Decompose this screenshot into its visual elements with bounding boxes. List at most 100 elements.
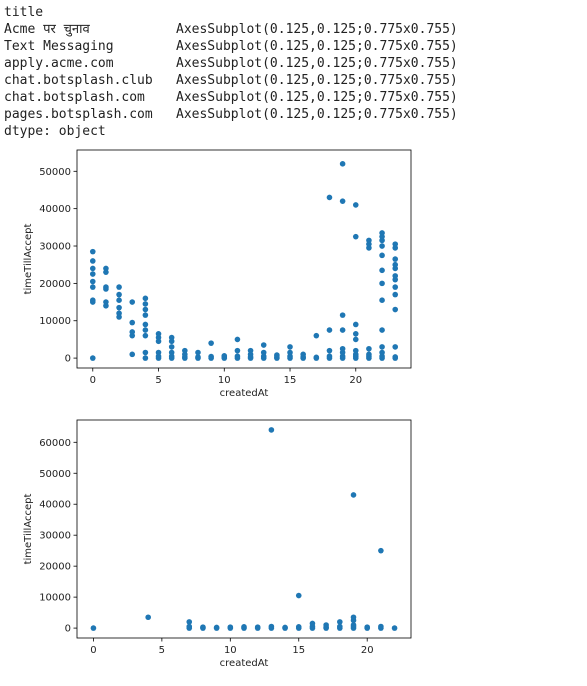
series-row-key: apply.acme.com bbox=[4, 56, 114, 71]
data-point bbox=[379, 243, 385, 249]
data-point bbox=[89, 284, 96, 290]
data-point bbox=[142, 327, 149, 333]
data-point bbox=[379, 344, 385, 350]
data-point bbox=[89, 297, 96, 303]
data-point bbox=[378, 547, 384, 554]
y-tick-label: 50000 bbox=[39, 469, 71, 480]
data-point bbox=[89, 271, 96, 277]
x-tick-label: 15 bbox=[292, 645, 305, 656]
data-point bbox=[90, 625, 97, 631]
data-point bbox=[309, 620, 316, 627]
data-point bbox=[168, 334, 175, 341]
data-point bbox=[287, 349, 293, 356]
data-point bbox=[337, 623, 343, 630]
data-point bbox=[339, 345, 346, 352]
data-point bbox=[366, 345, 372, 352]
data-point bbox=[182, 347, 188, 354]
data-point bbox=[392, 273, 399, 279]
data-point bbox=[352, 202, 359, 208]
data-point bbox=[129, 329, 136, 335]
data-point bbox=[339, 312, 346, 318]
data-point bbox=[326, 347, 333, 354]
data-point bbox=[392, 344, 399, 350]
series-row-value: AxesSubplot(0.125,0.125;0.775x0.755) bbox=[176, 56, 458, 71]
series-row-key: Text Messaging bbox=[4, 39, 114, 54]
dtype-line: dtype: object bbox=[4, 124, 106, 139]
data-point bbox=[268, 427, 275, 433]
data-point bbox=[260, 349, 267, 356]
series-row-key: chat.botsplash.club bbox=[4, 73, 153, 88]
data-point bbox=[116, 291, 122, 298]
data-point bbox=[89, 278, 96, 285]
series-row-key: pages.botsplash.com bbox=[4, 107, 153, 122]
series-row-key: chat.botsplash.com bbox=[4, 90, 145, 105]
data-point bbox=[366, 237, 372, 244]
data-point bbox=[142, 349, 149, 356]
data-point bbox=[337, 619, 343, 625]
data-point bbox=[379, 252, 385, 259]
data-point bbox=[254, 624, 261, 630]
data-point bbox=[186, 619, 193, 625]
scatter-chart-2: 0 5 10 15 20 0 10000 20000 30000 40000 50000 60000 c… bbox=[23, 419, 412, 669]
data-point bbox=[116, 284, 122, 290]
data-point bbox=[379, 327, 385, 333]
cell-output-text: title Acme पर चुनाव AxesSubplot(0.125,0.12… bbox=[4, 4, 458, 140]
data-point bbox=[352, 233, 359, 240]
data-point bbox=[350, 622, 357, 628]
data-point bbox=[352, 331, 359, 337]
data-point bbox=[89, 248, 96, 255]
series-row: pages.botsplash.com AxesSubplot(0.125,0.1… bbox=[4, 106, 458, 123]
data-point bbox=[221, 353, 228, 359]
data-point bbox=[142, 321, 149, 328]
data-point bbox=[391, 625, 398, 631]
data-point bbox=[274, 352, 280, 358]
series-row-key: Acme पर चुनाव bbox=[4, 22, 90, 37]
series-row: Acme पर चुनाव AxesSubplot(0.125,0.125;0.7… bbox=[4, 21, 458, 38]
data-point bbox=[234, 336, 241, 343]
x-tick-label: 5 bbox=[155, 375, 161, 386]
x-axis-label: createdAt bbox=[220, 658, 269, 669]
series-row-value: AxesSubplot(0.125,0.125;0.775x0.755) bbox=[176, 22, 458, 37]
data-point bbox=[200, 624, 206, 630]
y-tick-label: 30000 bbox=[39, 531, 71, 542]
data-point bbox=[282, 624, 288, 631]
series-header: title bbox=[4, 5, 44, 20]
data-point bbox=[392, 241, 399, 247]
y-tick-label: 40000 bbox=[39, 204, 71, 215]
data-point bbox=[116, 304, 122, 311]
y-tick-label: 30000 bbox=[39, 242, 71, 253]
data-point bbox=[89, 355, 96, 361]
y-tick-label: 50000 bbox=[39, 167, 71, 178]
data-point bbox=[155, 331, 162, 337]
data-point bbox=[234, 353, 241, 360]
data-point bbox=[142, 312, 149, 318]
x-tick-label: 10 bbox=[224, 645, 237, 656]
x-tick-label: 10 bbox=[218, 375, 231, 386]
data-point bbox=[186, 623, 193, 630]
x-axis-label: createdAt bbox=[220, 388, 269, 399]
data-point bbox=[116, 297, 122, 303]
plot-frame bbox=[76, 149, 412, 369]
data-point bbox=[287, 344, 293, 350]
data-point bbox=[195, 354, 201, 360]
data-point bbox=[227, 624, 234, 630]
data-point bbox=[392, 354, 399, 360]
series-row: chat.botsplash.club AxesSubplot(0.125,0.1… bbox=[4, 72, 458, 89]
x-tick-label: 5 bbox=[159, 645, 165, 656]
data-point bbox=[142, 306, 149, 313]
data-point bbox=[339, 161, 346, 167]
scatter-chart-1: 0 5 10 15 20 0 10000 20000 30000 40000 50000 create… bbox=[23, 149, 412, 399]
data-point bbox=[142, 301, 149, 307]
data-point bbox=[313, 354, 320, 361]
data-point bbox=[350, 492, 357, 498]
y-axis-label: timeTillAccept bbox=[23, 224, 34, 295]
data-point bbox=[129, 351, 136, 358]
series-row-value: AxesSubplot(0.125,0.125;0.775x0.755) bbox=[176, 107, 458, 122]
data-point bbox=[89, 265, 96, 272]
data-point bbox=[350, 614, 357, 621]
data-point bbox=[103, 265, 109, 272]
data-point bbox=[392, 261, 399, 268]
data-point bbox=[247, 347, 254, 354]
data-point bbox=[392, 291, 399, 298]
data-point bbox=[392, 256, 399, 262]
